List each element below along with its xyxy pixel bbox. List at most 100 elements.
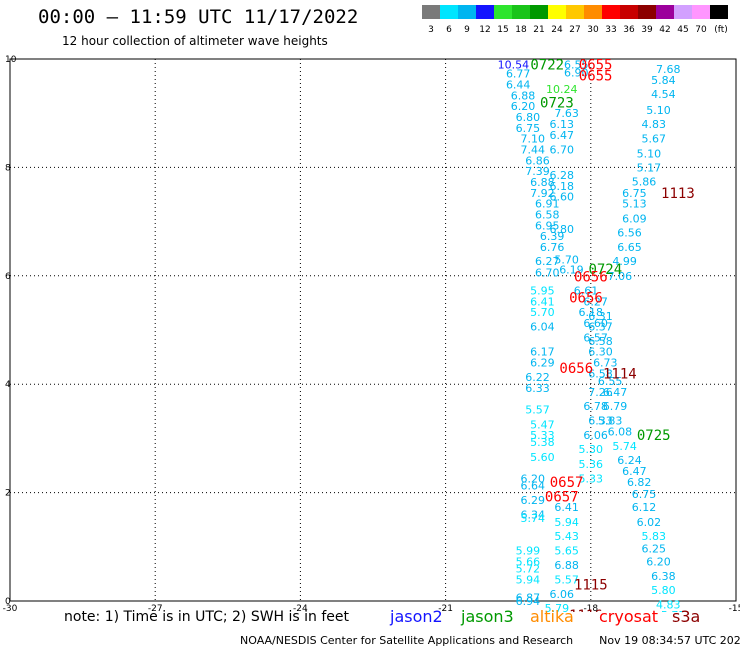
colorbar-label: 42 bbox=[659, 25, 670, 35]
swh-value-label: 10.54 bbox=[498, 58, 530, 71]
swh-value-label: 6.02 bbox=[637, 516, 662, 529]
pass-time-label: 0655 bbox=[579, 68, 613, 84]
swh-value-label: 5.17 bbox=[637, 161, 662, 174]
colorbar-label: 18 bbox=[515, 25, 527, 35]
swh-value-label: 6.80 bbox=[516, 111, 541, 124]
swh-value-label: 5.60 bbox=[530, 451, 555, 464]
swh-value-label: 5.10 bbox=[637, 147, 662, 160]
swh-value-label: 6.70 bbox=[550, 144, 575, 157]
swh-value-label: 6.13 bbox=[550, 118, 575, 131]
x-tick-label: -27 bbox=[148, 604, 163, 612]
legend-jason3: jason3 bbox=[461, 607, 514, 626]
swh-value-label: 6.06 bbox=[583, 429, 608, 442]
colorbar-swatch bbox=[710, 5, 728, 19]
swh-value-label: 10.24 bbox=[546, 83, 578, 96]
swh-value-label: 6.58 bbox=[588, 335, 613, 348]
swh-value-label: 4.99 bbox=[612, 255, 637, 268]
colorbar-swatch bbox=[440, 5, 458, 19]
x-tick-label: -30 bbox=[3, 604, 18, 612]
colorbar-label: 45 bbox=[677, 25, 688, 35]
colorbar-label: 27 bbox=[569, 25, 580, 35]
swh-value-label: 5.83 bbox=[598, 415, 623, 428]
x-tick-label: -15 bbox=[729, 604, 740, 612]
swh-value-label: 4.83 bbox=[656, 598, 681, 611]
colorbar-swatch bbox=[674, 5, 692, 19]
swh-value-label: 5.74 bbox=[520, 512, 545, 525]
swh-value-label: 6.58 bbox=[535, 209, 560, 222]
swh-value-label: 5.84 bbox=[651, 74, 676, 87]
swh-value-label: 6.47 bbox=[550, 129, 575, 142]
swh-value-label: 6.22 bbox=[525, 371, 550, 384]
swh-value-label: 6.06 bbox=[550, 588, 575, 601]
pass-time-label: 0722 bbox=[530, 57, 564, 73]
swh-value-label: 6.70 bbox=[535, 267, 560, 280]
swh-value-label: 6.17 bbox=[530, 346, 555, 359]
colorbar-label: 3 bbox=[428, 25, 434, 35]
pass-time-label: 0657 bbox=[545, 489, 579, 505]
colorbar-swatch bbox=[692, 5, 710, 19]
swh-value-label: 6.88 bbox=[554, 559, 579, 572]
colorbar-label: (ft) bbox=[714, 25, 728, 35]
colorbar-label: 15 bbox=[497, 25, 508, 35]
swh-value-label: 6.90 bbox=[564, 67, 589, 80]
swh-value-label: 5.94 bbox=[554, 516, 579, 529]
swh-value-label: 6.33 bbox=[588, 415, 613, 428]
swh-value-label: 6.78 bbox=[583, 400, 608, 413]
swh-value-label: 5.75 bbox=[661, 609, 686, 612]
pass-time-label: 0656 bbox=[574, 269, 608, 285]
swh-value-label: 5.36 bbox=[579, 458, 604, 471]
y-tick-label: 2 bbox=[5, 489, 11, 499]
swh-value-label: 6.94 bbox=[516, 595, 541, 608]
swh-value-label: 6.91 bbox=[535, 198, 560, 211]
swh-value-label: 6.27 bbox=[535, 255, 560, 268]
pass-time-label: 0655 bbox=[579, 57, 613, 73]
swh-value-label: 6.25 bbox=[641, 542, 666, 555]
swh-value-label: 5.30 bbox=[579, 443, 604, 456]
swh-value-label: 5.83 bbox=[641, 530, 666, 543]
swh-value-label: 7.68 bbox=[656, 63, 681, 76]
legend-cryosat: cryosat bbox=[599, 607, 659, 626]
swh-value-label: 5.99 bbox=[516, 545, 541, 558]
swh-value-label: 5.33 bbox=[530, 429, 555, 442]
chart-subtitle: 12 hour collection of altimeter wave hei… bbox=[62, 34, 328, 48]
colorbar-swatch bbox=[566, 5, 584, 19]
swh-value-label: 6.28 bbox=[550, 169, 575, 182]
colorbar-swatch bbox=[548, 5, 566, 19]
swh-value-label: 5.70 bbox=[530, 306, 555, 319]
colorbar-swatch bbox=[602, 5, 620, 19]
swh-value-label: 7.92 bbox=[530, 187, 555, 200]
swh-value-label: 5.86 bbox=[632, 175, 657, 188]
colorbar-label: 12 bbox=[479, 25, 490, 35]
colorbar-label: 36 bbox=[623, 25, 635, 35]
swh-value-label: 6.33 bbox=[525, 382, 550, 395]
swh-value-label: 6.55 bbox=[564, 58, 589, 71]
swh-value-label: 6.37 bbox=[588, 321, 613, 334]
legend-jason2: jason2 bbox=[390, 607, 443, 626]
swh-value-label: 5.67 bbox=[641, 133, 666, 146]
swh-value-label: 4.54 bbox=[651, 88, 676, 101]
colorbar-swatch bbox=[584, 5, 602, 19]
colorbar-label: 9 bbox=[464, 25, 470, 35]
colorbar-swatch bbox=[476, 5, 494, 19]
colorbar-label: 33 bbox=[605, 25, 616, 35]
colorbar-swatch bbox=[422, 5, 440, 19]
swh-value-label: 5.57 bbox=[525, 404, 550, 417]
legend-s3a: s3a bbox=[672, 607, 701, 626]
swh-value-label: 5.33 bbox=[579, 473, 604, 486]
colorbar-swatch bbox=[656, 5, 674, 19]
swh-value-label: 6.19 bbox=[559, 263, 584, 276]
swh-value-label: 5.74 bbox=[612, 440, 637, 453]
swh-value-label: 6.47 bbox=[622, 465, 647, 478]
swh-value-label: 6.41 bbox=[554, 501, 579, 514]
x-tick-label: -21 bbox=[438, 604, 453, 612]
swh-value-label: 4.83 bbox=[641, 118, 666, 131]
pass-time-label: 0725 bbox=[637, 428, 671, 444]
generated-timestamp: Nov 19 08:34:57 UTC 2022 bbox=[599, 634, 740, 647]
pass-time-label: 1115 bbox=[574, 578, 608, 594]
swh-value-label: 5.95 bbox=[530, 284, 555, 297]
credit-text: NOAA/NESDIS Center for Satellite Applica… bbox=[240, 634, 574, 647]
pass-time-label: 0723 bbox=[540, 95, 574, 111]
pass-time-label: 1116 bbox=[569, 608, 603, 612]
swh-value-label: 6.20 bbox=[646, 555, 671, 568]
swh-value-label: 7.39 bbox=[525, 165, 550, 178]
